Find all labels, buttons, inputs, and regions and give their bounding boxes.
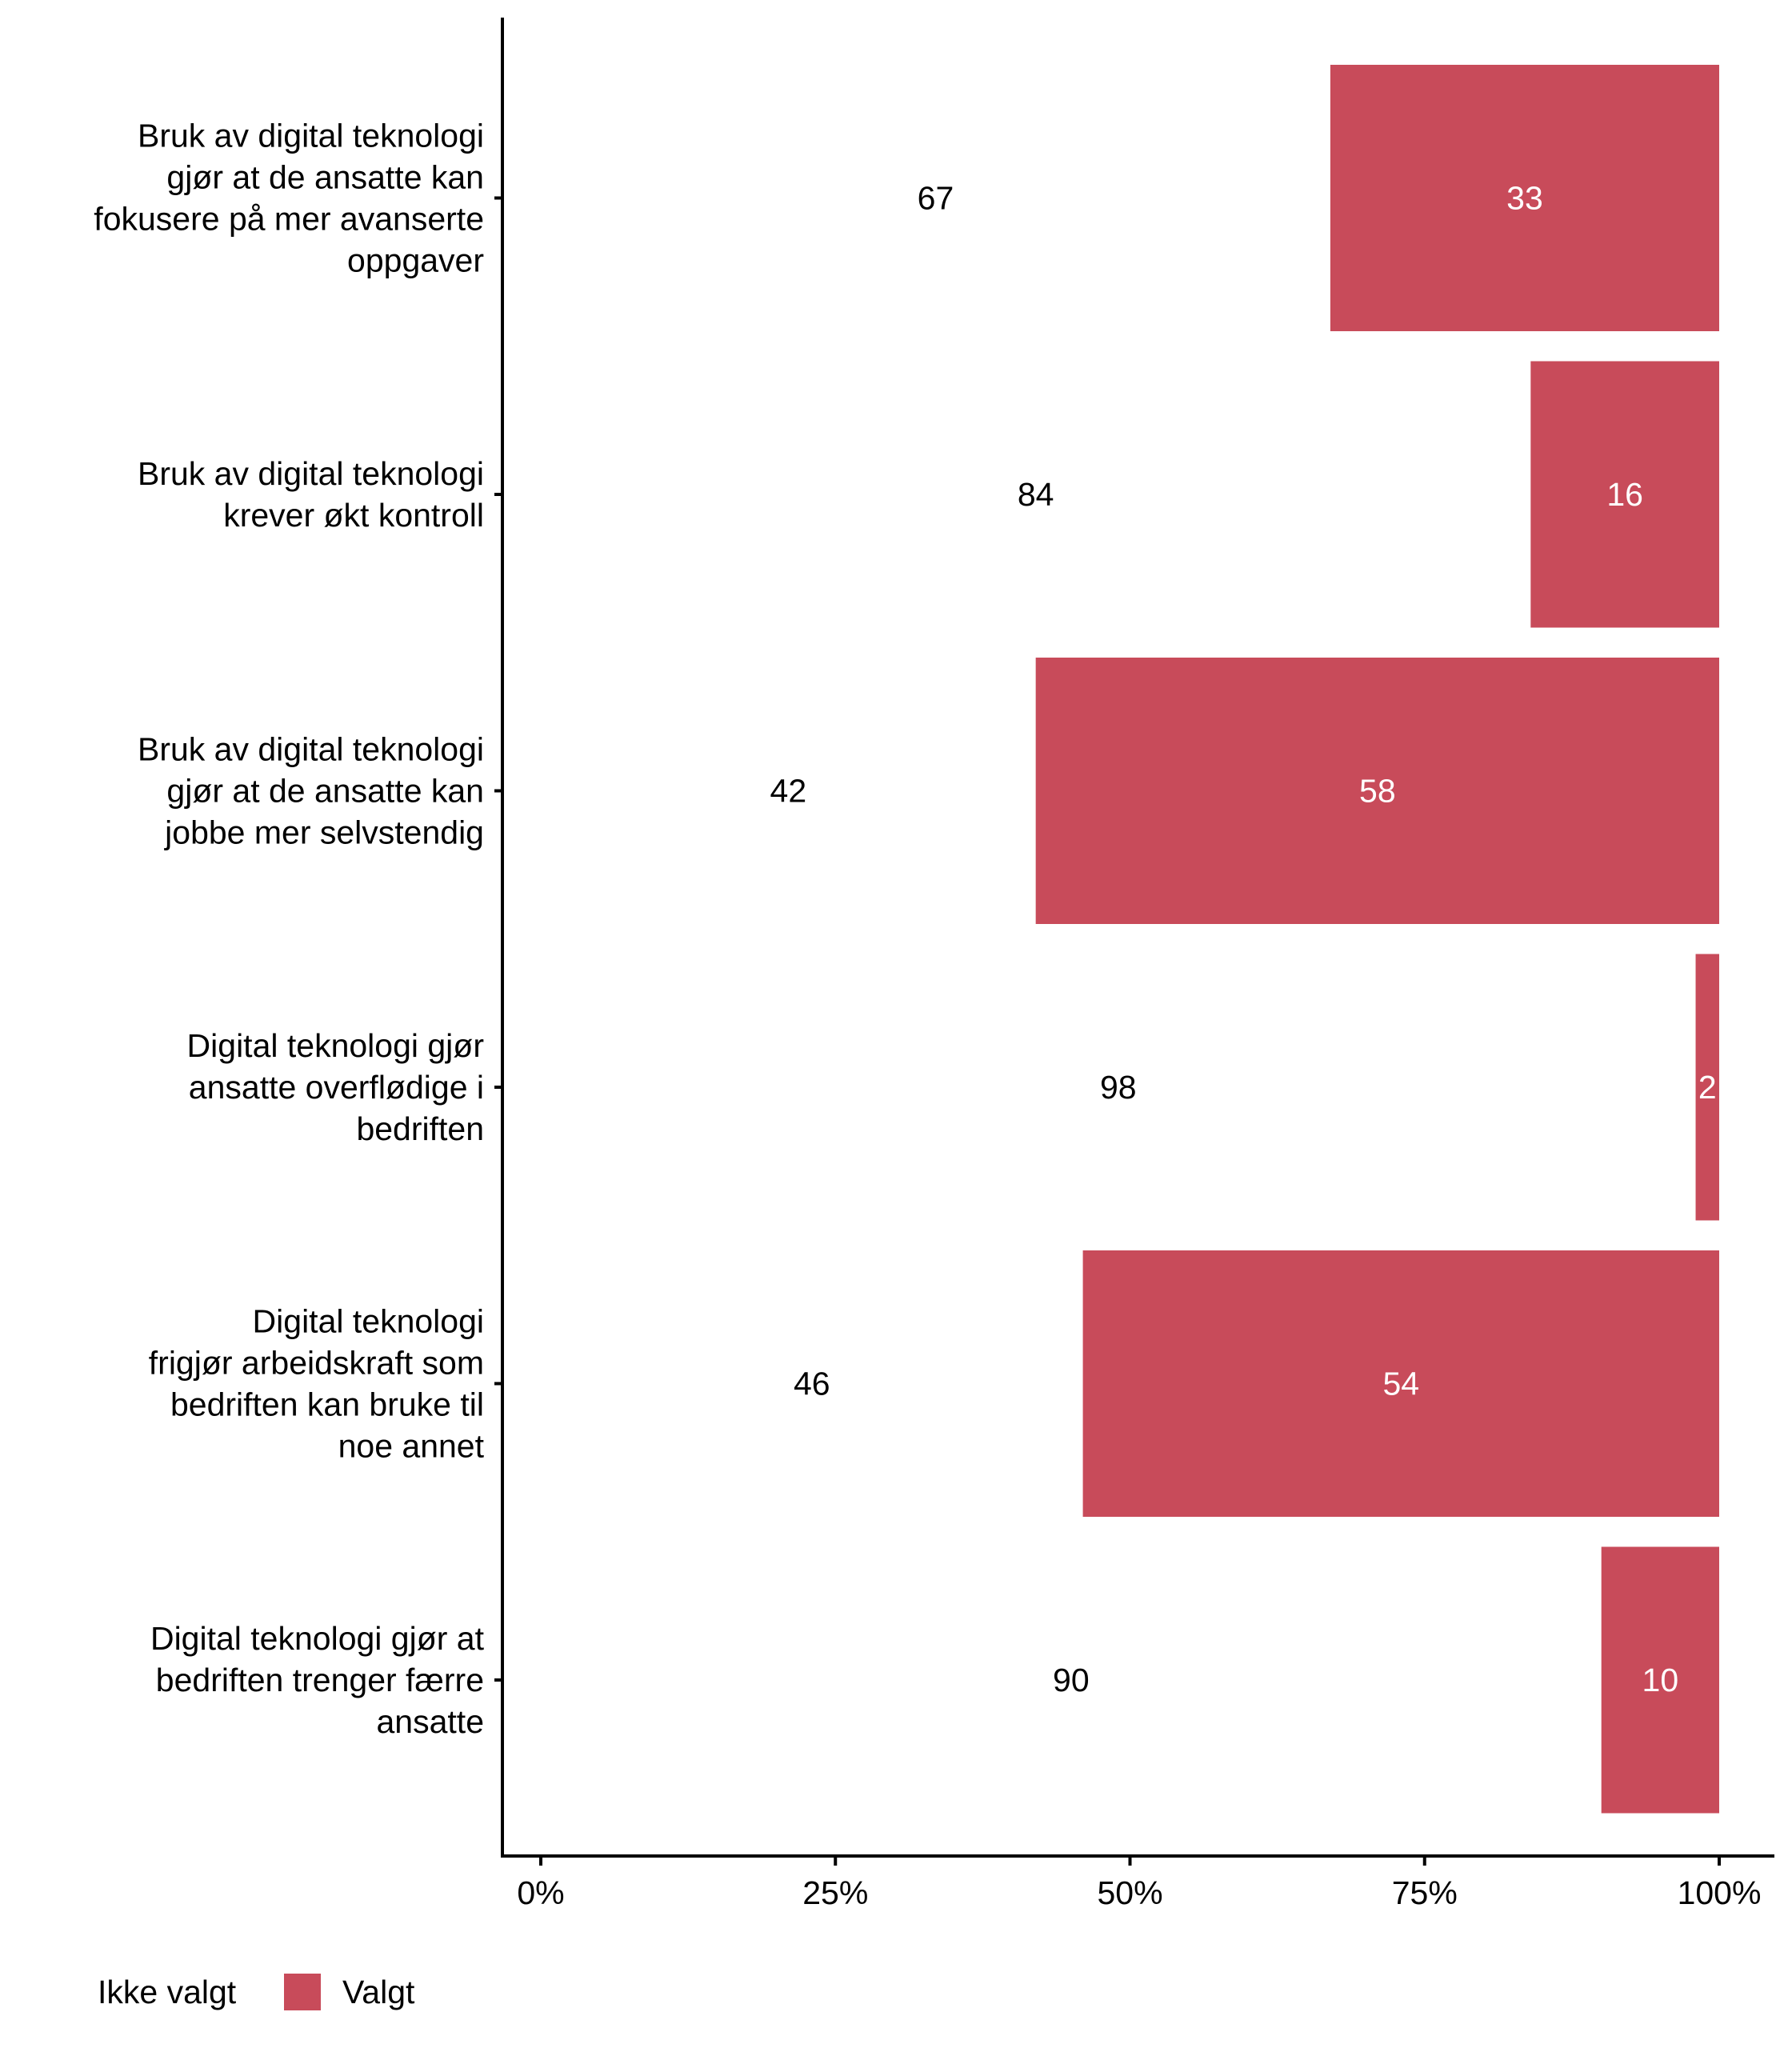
y-tick-label-line: jobbe mer selvstendig [164,814,484,851]
y-tick-label-0: Bruk av digital teknologi gjør at de ansa… [94,118,484,279]
y-tick-label-line: gjør at de ansatte kan [166,773,484,810]
legend-swatch-valgt [284,1974,321,2010]
bar-label-ikke-valgt-1: 84 [1018,476,1054,513]
y-tick-label-line: bedriften [356,1110,484,1147]
legend-label-valgt: Valgt [342,1974,415,2010]
y-tick-label-4: Digital teknologi frigjør arbeidskraft so… [149,1303,485,1465]
bar-label-valgt-1: 16 [1606,476,1643,513]
y-tick-label-line: Digital teknologi [253,1303,484,1340]
bars-layer [541,65,1719,1814]
y-tick-label-2: Bruk av digital teknologi gjør at de ansa… [138,731,484,851]
y-tick-label-line: krever økt kontroll [223,497,484,534]
y-tick-label-5: Digital teknologi gjør at bedriften treng… [150,1620,485,1740]
y-tick-label-line: Digital teknologi gjør at [150,1620,485,1657]
x-tick-label-2: 50% [1097,1874,1162,1911]
bar-label-valgt-3: 2 [1698,1069,1717,1106]
y-tick-label-line: Bruk av digital teknologi [138,731,484,768]
y-tick-label-line: gjør at de ansatte kan [166,159,484,196]
bar-valgt-5 [1601,1546,1719,1814]
legend-label-ikke-valgt: Ikke valgt [98,1974,237,2010]
bar-ikke-valgt-0 [541,65,1330,331]
bar-valgt-4 [1082,1250,1719,1517]
bar-valgt-2 [1035,658,1719,924]
y-tick-label-1: Bruk av digital teknologi krever økt kont… [138,455,484,534]
legend: Ikke valgt Valgt [98,1974,415,2010]
x-tick-label-1: 25% [802,1874,868,1911]
bar-label-ikke-valgt-3: 98 [1100,1069,1137,1106]
y-tick-label-line: Bruk av digital teknologi [138,455,484,492]
bar-labels-layer: 67 33 84 16 42 58 98 2 46 54 90 10 [770,180,1717,1699]
x-tick-label-3: 75% [1392,1874,1458,1911]
y-tick-label-line: ansatte overflødige i [189,1069,484,1106]
y-tick-label-line: bedriften trenger færre [156,1662,484,1698]
y-tick-label-3: Digital teknologi gjør ansatte overflødig… [187,1027,484,1147]
bar-valgt-3 [1695,954,1719,1221]
y-tick-label-line: bedriften kan bruke til [170,1386,484,1423]
bar-ikke-valgt-4 [541,1250,1083,1517]
y-tick-label-line: Bruk av digital teknologi [138,118,484,154]
bar-ikke-valgt-3 [541,954,1696,1221]
x-ticks-layer: 0% 25% 50% 75% 100% [517,1856,1761,1911]
y-ticks-layer: Bruk av digital teknologi gjør at de ansa… [94,118,502,1740]
y-tick-label-line: noe annet [338,1428,485,1465]
y-tick-label-line: frigjør arbeidskraft som [149,1345,484,1382]
x-tick-label-4: 100% [1678,1874,1762,1911]
y-tick-label-line: fokusere på mer avanserte [94,201,484,238]
bar-valgt-1 [1530,361,1719,628]
bar-label-valgt-4: 54 [1382,1366,1419,1402]
bar-ikke-valgt-1 [541,361,1531,628]
bar-ikke-valgt-5 [541,1546,1602,1814]
y-tick-label-line: oppgaver [347,242,484,279]
bar-label-ikke-valgt-2: 42 [770,773,807,810]
y-tick-label-line: ansatte [377,1703,485,1740]
y-tick-label-line: Digital teknologi gjør [187,1027,484,1064]
bar-label-valgt-5: 10 [1642,1662,1679,1698]
bar-label-valgt-2: 58 [1359,773,1396,810]
bar-label-ikke-valgt-5: 90 [1053,1662,1090,1698]
bar-valgt-0 [1330,65,1719,331]
bar-ikke-valgt-2 [541,658,1036,924]
bar-label-valgt-0: 33 [1506,180,1543,217]
bar-label-ikke-valgt-0: 67 [918,180,954,217]
x-tick-label-0: 0% [517,1874,564,1911]
bar-label-ikke-valgt-4: 46 [794,1366,830,1402]
